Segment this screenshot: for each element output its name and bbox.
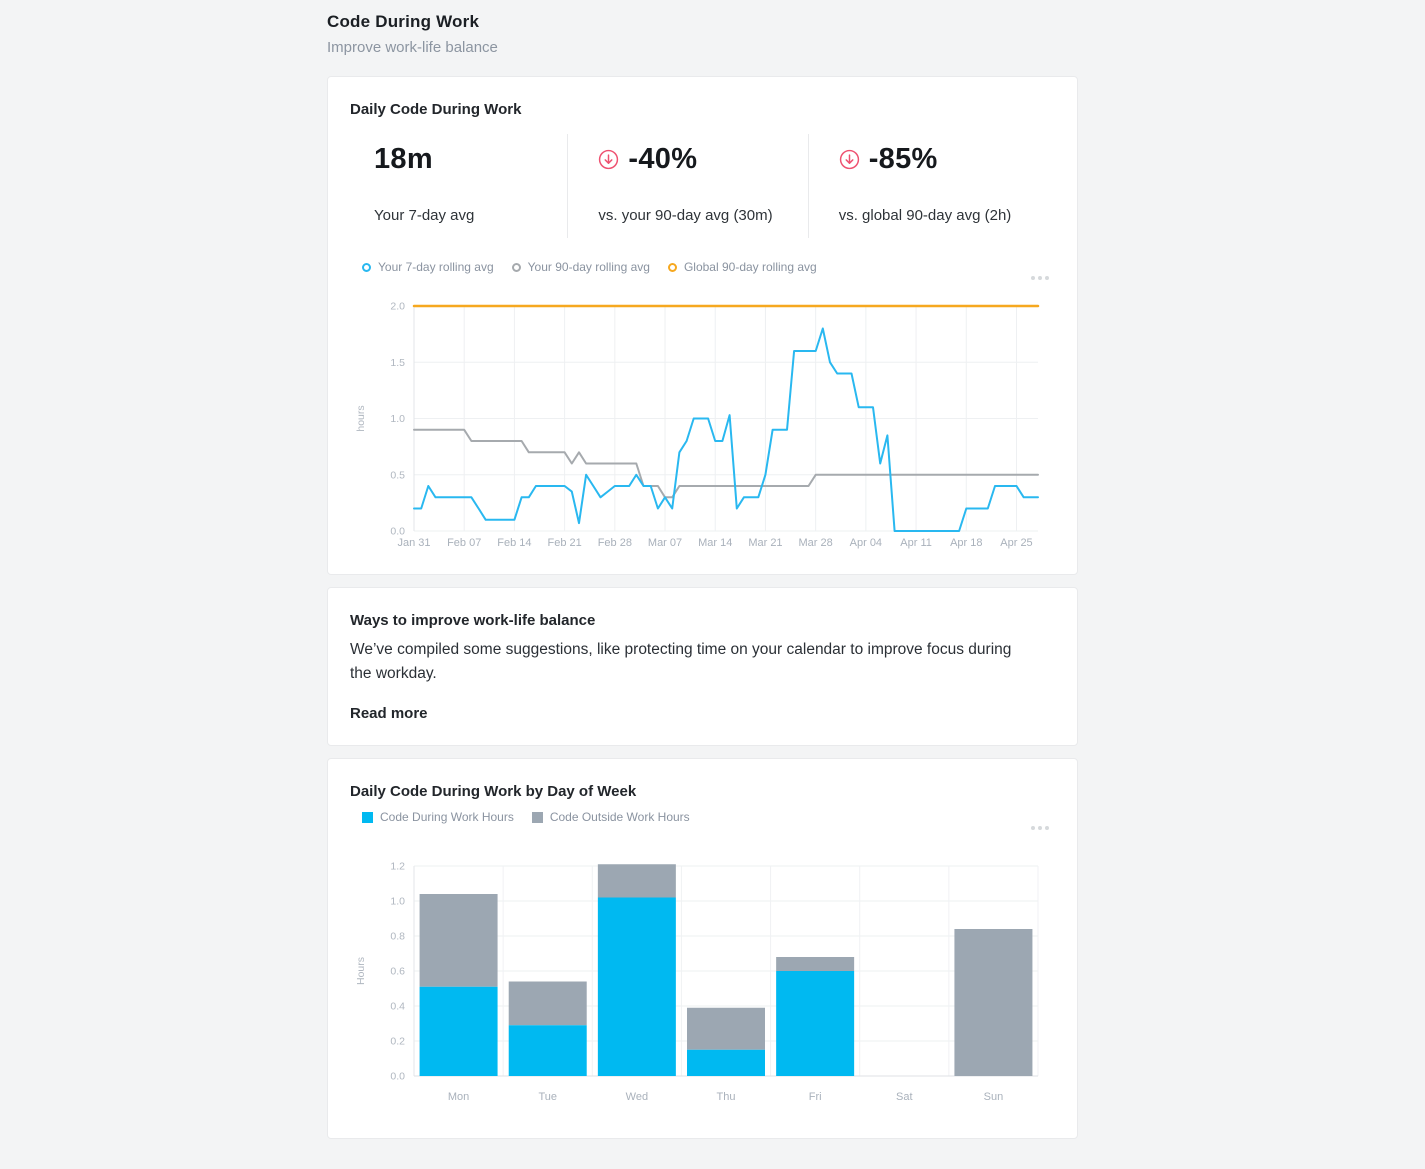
svg-text:hours: hours bbox=[355, 405, 367, 431]
legend-square-icon bbox=[531, 811, 543, 823]
ellipsis-icon bbox=[1031, 276, 1035, 280]
svg-text:Apr 18: Apr 18 bbox=[950, 537, 982, 549]
stat-7day-avg-label: Your 7-day avg bbox=[374, 207, 475, 224]
legend-label: Your 90-day rolling avg bbox=[527, 260, 650, 274]
svg-text:0.6: 0.6 bbox=[390, 966, 405, 978]
svg-text:Feb 28: Feb 28 bbox=[598, 537, 632, 549]
circle-arrow-down-icon bbox=[598, 149, 619, 170]
svg-text:Hours: Hours bbox=[355, 957, 367, 985]
page-subtitle: Improve work-life balance bbox=[327, 39, 498, 56]
svg-text:Mar 28: Mar 28 bbox=[799, 537, 833, 549]
legend-item-90day[interactable]: Your 90-day rolling avg bbox=[511, 260, 650, 274]
legend-label: Code During Work Hours bbox=[380, 810, 514, 825]
legend-ring-icon bbox=[362, 262, 371, 272]
svg-text:Mar 21: Mar 21 bbox=[748, 537, 782, 549]
svg-text:Apr 25: Apr 25 bbox=[1000, 537, 1032, 549]
svg-text:0.8: 0.8 bbox=[390, 931, 405, 943]
bar-chart-menu-button[interactable] bbox=[1025, 816, 1055, 840]
svg-text:Apr 04: Apr 04 bbox=[850, 537, 882, 549]
svg-text:Sun: Sun bbox=[984, 1091, 1004, 1103]
daily-code-card: Daily Code During Work 18m Your 7-day av… bbox=[327, 76, 1078, 575]
legend-ring-icon bbox=[511, 262, 521, 272]
legend-label: Global 90-day rolling avg bbox=[683, 260, 817, 274]
stat-vs-global-90day-label: vs. global 90-day avg (2h) bbox=[838, 207, 1012, 224]
read-more-link[interactable]: Read more bbox=[350, 705, 428, 723]
svg-text:Mar 07: Mar 07 bbox=[648, 537, 682, 549]
svg-text:1.2: 1.2 bbox=[390, 861, 405, 873]
line-chart-legend: Your 7-day rolling avg Your 90-day rolli… bbox=[362, 260, 835, 274]
line-chart: Jan 31 Feb 07 Feb 14 Feb 21 Feb 28 Mar 07 Mar … bbox=[355, 301, 1040, 549]
svg-text:Feb 14: Feb 14 bbox=[497, 537, 531, 549]
legend-item-outside-work[interactable]: Code Outside Work Hours bbox=[531, 810, 690, 825]
svg-text:Mon: Mon bbox=[448, 1091, 469, 1103]
stat-vs-global-90day: -85% vs. global 90-day avg (2h) bbox=[807, 134, 1055, 238]
legend-square-icon bbox=[362, 811, 373, 823]
weekday-card: Daily Code During Work by Day of Week Co… bbox=[327, 758, 1078, 1140]
svg-text:0.0: 0.0 bbox=[390, 526, 405, 538]
stat-vs-your-90day: -40% vs. your 90-day avg (30m) bbox=[567, 134, 807, 238]
bar-chart-header: Code During Work Hours Code Outside Work… bbox=[350, 810, 1055, 840]
suggestion-card-body: We’ve compiled some suggestions, like pr… bbox=[350, 641, 1012, 683]
svg-text:0.2: 0.2 bbox=[390, 1036, 405, 1048]
svg-text:Sat: Sat bbox=[896, 1091, 913, 1103]
stat-vs-your-90day-value: -40% bbox=[628, 142, 698, 175]
svg-text:Wed: Wed bbox=[626, 1091, 648, 1103]
bar-chart: 0.0 0.2 0.4 0.6 0.8 1.0 1.2 Hours Mon Tue Wed Thu Fr… bbox=[355, 861, 1039, 1103]
legend-ring-icon bbox=[667, 262, 677, 272]
ellipsis-icon bbox=[1045, 826, 1049, 831]
svg-text:1.0: 1.0 bbox=[390, 896, 405, 908]
page-title: Code During Work bbox=[327, 12, 480, 31]
svg-text:Fri: Fri bbox=[809, 1091, 822, 1103]
stat-7day-avg-value: 18m bbox=[374, 142, 433, 175]
svg-text:Apr 11: Apr 11 bbox=[900, 537, 932, 549]
suggestion-card-title: Ways to improve work-life balance bbox=[350, 612, 596, 629]
ellipsis-icon bbox=[1038, 276, 1042, 280]
stat-vs-your-90day-label: vs. your 90-day avg (30m) bbox=[598, 207, 773, 224]
suggestion-card: Ways to improve work-life balance We’ve … bbox=[327, 587, 1078, 747]
ellipsis-icon bbox=[1031, 826, 1035, 831]
bar-chart-legend: Code During Work Hours Code Outside Work… bbox=[362, 810, 708, 824]
line-chart-header: Your 7-day rolling avg Your 90-day rolli… bbox=[350, 260, 1055, 290]
ellipsis-icon bbox=[1038, 826, 1042, 831]
svg-text:0.5: 0.5 bbox=[390, 469, 405, 481]
circle-arrow-down-icon bbox=[839, 149, 860, 170]
svg-text:1.0: 1.0 bbox=[390, 413, 405, 425]
svg-text:Jan 31: Jan 31 bbox=[397, 537, 430, 549]
svg-text:Mar 14: Mar 14 bbox=[698, 537, 732, 549]
svg-text:0.4: 0.4 bbox=[390, 1001, 405, 1013]
stat-7day-avg: 18m Your 7-day avg bbox=[350, 134, 567, 238]
legend-label: Code Outside Work Hours bbox=[549, 810, 690, 825]
stats-row: 18m Your 7-day avg -40% vs. your 90-day bbox=[350, 134, 1055, 238]
main-content: Code During Work Improve work-life balan… bbox=[327, 0, 1078, 1159]
daily-code-card-title: Daily Code During Work bbox=[350, 101, 522, 118]
svg-text:Thu: Thu bbox=[717, 1091, 736, 1103]
svg-text:2.0: 2.0 bbox=[390, 301, 405, 313]
weekday-card-title: Daily Code During Work by Day of Week bbox=[350, 783, 637, 801]
svg-text:1.5: 1.5 bbox=[390, 357, 405, 369]
legend-item-global[interactable]: Global 90-day rolling avg bbox=[667, 260, 817, 274]
legend-item-during-work[interactable]: Code During Work Hours bbox=[362, 810, 514, 824]
svg-text:Feb 07: Feb 07 bbox=[447, 537, 481, 549]
svg-text:Tue: Tue bbox=[538, 1091, 557, 1103]
svg-text:Feb 21: Feb 21 bbox=[547, 537, 581, 549]
line-chart-menu-button[interactable] bbox=[1025, 266, 1055, 290]
ellipsis-icon bbox=[1045, 276, 1049, 280]
stat-vs-global-90day-value: -85% bbox=[868, 142, 938, 175]
svg-text:0.0: 0.0 bbox=[390, 1071, 405, 1083]
legend-label: Your 7-day rolling avg bbox=[378, 260, 494, 274]
legend-item-7day[interactable]: Your 7-day rolling avg bbox=[362, 260, 494, 274]
